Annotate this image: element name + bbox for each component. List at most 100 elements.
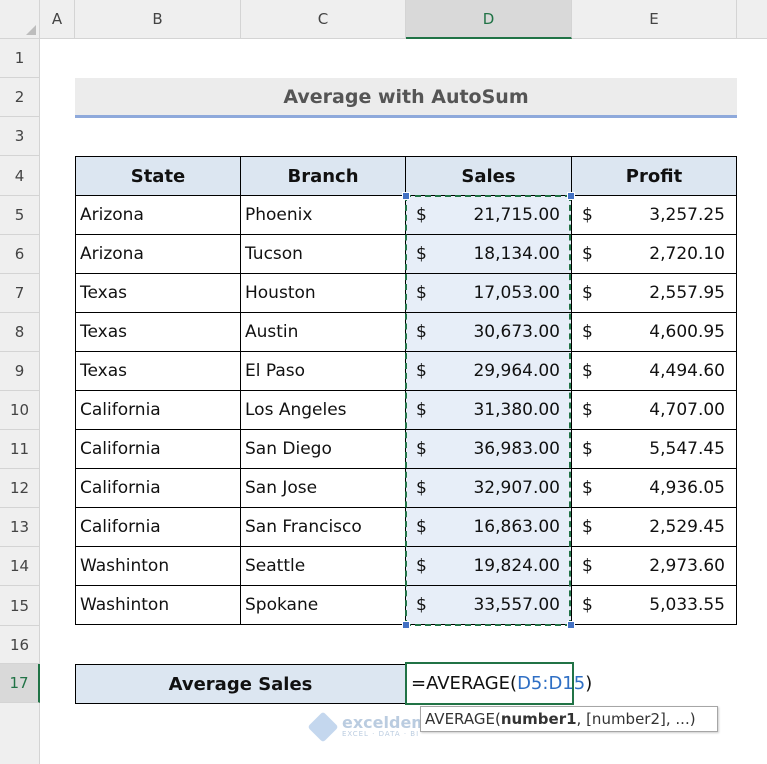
branch-cell[interactable]: Austin [241, 313, 406, 352]
row-header-4[interactable]: 4 [0, 156, 40, 196]
state-cell[interactable]: California [75, 430, 241, 469]
sales-cell[interactable]: $33,557.00 [406, 586, 572, 625]
row-header-3[interactable]: 3 [0, 117, 40, 156]
row-header-11[interactable]: 11 [0, 430, 40, 469]
state-cell[interactable]: California [75, 391, 241, 430]
sales-value: 29,964.00 [473, 361, 560, 381]
state-cell[interactable]: Washinton [75, 547, 241, 586]
profit-cell[interactable]: $5,033.55 [572, 586, 737, 625]
sales-value: 19,824.00 [473, 556, 560, 576]
selection-handle[interactable] [402, 192, 410, 200]
state-cell[interactable]: Texas [75, 313, 241, 352]
profit-cell[interactable]: $3,257.25 [572, 196, 737, 235]
sales-cell[interactable]: $16,863.00 [406, 508, 572, 547]
profit-value: 4,707.00 [649, 400, 725, 420]
row-header-6[interactable]: 6 [0, 235, 40, 274]
currency-symbol: $ [582, 361, 593, 381]
branch-cell[interactable]: San Francisco [241, 508, 406, 547]
sales-cell[interactable]: $30,673.00 [406, 313, 572, 352]
currency-symbol: $ [416, 322, 427, 342]
sales-value: 32,907.00 [473, 478, 560, 498]
selection-handle[interactable] [567, 192, 575, 200]
column-header-b[interactable]: B [75, 0, 241, 39]
branch-cell[interactable]: Tucson [241, 235, 406, 274]
sales-cell[interactable]: $29,964.00 [406, 352, 572, 391]
sales-value: 36,983.00 [473, 439, 560, 459]
tooltip-current-argument[interactable]: number1 [500, 710, 577, 728]
row-header-12[interactable]: 12 [0, 469, 40, 508]
row-header-15[interactable]: 15 [0, 586, 40, 626]
state-cell[interactable]: Arizona [75, 235, 241, 274]
row-header-8[interactable]: 8 [0, 313, 40, 352]
row-header-13[interactable]: 13 [0, 508, 40, 547]
sales-cell[interactable]: $36,983.00 [406, 430, 572, 469]
row-header-5[interactable]: 5 [0, 196, 40, 235]
currency-symbol: $ [582, 400, 593, 420]
currency-symbol: $ [582, 283, 593, 303]
column-header-e[interactable]: E [572, 0, 737, 39]
branch-cell[interactable]: San Diego [241, 430, 406, 469]
row-header-18[interactable] [0, 703, 40, 764]
profit-cell[interactable]: $2,557.95 [572, 274, 737, 313]
row-header-1[interactable]: 1 [0, 39, 40, 78]
profit-value: 2,973.60 [649, 556, 725, 576]
row-header-2[interactable]: 2 [0, 78, 40, 117]
selection-handle[interactable] [567, 621, 575, 629]
profit-value: 4,600.95 [649, 322, 725, 342]
state-cell[interactable]: Washinton [75, 586, 241, 625]
sales-cell[interactable]: $17,053.00 [406, 274, 572, 313]
header-branch: Branch [241, 156, 406, 196]
exceldemy-watermark: exceldemy EXCEL · DATA · BI [307, 711, 438, 743]
sales-cell[interactable]: $18,134.00 [406, 235, 572, 274]
column-header-f[interactable] [737, 0, 767, 39]
branch-cell[interactable]: Spokane [241, 586, 406, 625]
row-header-17[interactable]: 17 [0, 664, 40, 703]
profit-value: 2,529.45 [649, 517, 725, 537]
column-header-a[interactable]: A [40, 0, 75, 39]
average-sales-label: Average Sales [75, 664, 406, 704]
sales-cell[interactable]: $19,824.00 [406, 547, 572, 586]
profit-cell[interactable]: $4,600.95 [572, 313, 737, 352]
sales-cell[interactable]: $32,907.00 [406, 469, 572, 508]
row-header-9[interactable]: 9 [0, 352, 40, 391]
branch-cell[interactable]: San Jose [241, 469, 406, 508]
profit-cell[interactable]: $4,494.60 [572, 352, 737, 391]
select-all-corner[interactable] [0, 0, 40, 39]
function-tooltip[interactable]: AVERAGE(number1, [number2], ...) [420, 706, 718, 732]
profit-cell[interactable]: $4,707.00 [572, 391, 737, 430]
profit-value: 4,494.60 [649, 361, 725, 381]
profit-cell[interactable]: $2,720.10 [572, 235, 737, 274]
formula-input-cell[interactable]: =AVERAGE(D5:D15) [405, 662, 592, 705]
selection-handle[interactable] [402, 621, 410, 629]
branch-cell[interactable]: Phoenix [241, 196, 406, 235]
state-cell[interactable]: California [75, 469, 241, 508]
sales-value: 17,053.00 [473, 283, 560, 303]
column-header-c[interactable]: C [241, 0, 406, 39]
column-header-d[interactable]: D [406, 0, 572, 39]
state-cell[interactable]: Texas [75, 274, 241, 313]
tooltip-function-name[interactable]: AVERAGE( [425, 710, 501, 728]
profit-value: 5,033.55 [649, 595, 725, 615]
state-cell[interactable]: Texas [75, 352, 241, 391]
profit-cell[interactable]: $2,529.45 [572, 508, 737, 547]
row-header-14[interactable]: 14 [0, 547, 40, 586]
row-header-16[interactable]: 16 [0, 626, 40, 664]
sales-cell[interactable]: $31,380.00 [406, 391, 572, 430]
branch-cell[interactable]: Houston [241, 274, 406, 313]
branch-cell[interactable]: Los Angeles [241, 391, 406, 430]
profit-cell[interactable]: $2,973.60 [572, 547, 737, 586]
row-header-7[interactable]: 7 [0, 274, 40, 313]
sales-value: 21,715.00 [473, 205, 560, 225]
state-cell[interactable]: Arizona [75, 196, 241, 235]
profit-cell[interactable]: $4,936.05 [572, 469, 737, 508]
sales-cell[interactable]: $21,715.00 [406, 196, 572, 235]
row-header-10[interactable]: 10 [0, 391, 40, 430]
branch-cell[interactable]: Seattle [241, 547, 406, 586]
state-cell[interactable]: California [75, 508, 241, 547]
branch-cell[interactable]: El Paso [241, 352, 406, 391]
currency-symbol: $ [582, 595, 593, 615]
profit-cell[interactable]: $5,547.45 [572, 430, 737, 469]
currency-symbol: $ [582, 478, 593, 498]
currency-symbol: $ [582, 205, 593, 225]
profit-value: 3,257.25 [649, 205, 725, 225]
